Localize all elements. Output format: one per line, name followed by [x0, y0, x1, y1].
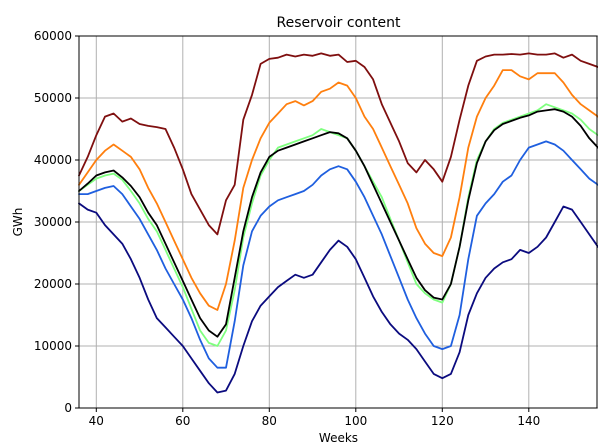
series-line-4 [78, 108, 598, 338]
y-tick-label: 0 [64, 401, 72, 415]
y-tick-label: 10000 [34, 339, 72, 353]
x-axis-title: Weeks [319, 431, 358, 445]
x-axis: 40 60 80 100 120 140 [89, 408, 540, 428]
y-tick-label: 30000 [34, 215, 72, 229]
x-tick-label: 120 [431, 414, 454, 428]
x-tick-label: 140 [517, 414, 540, 428]
plot-area [78, 52, 598, 394]
x-tick-label: 60 [175, 414, 190, 428]
x-tick-label: 80 [262, 414, 277, 428]
grid [79, 35, 598, 409]
y-tick-label: 60000 [34, 29, 72, 43]
series-line-3 [78, 103, 598, 347]
y-tick-label: 40000 [34, 153, 72, 167]
y-axis: 0 10000 20000 30000 40000 50000 60000 [34, 29, 79, 415]
series-line-5 [78, 140, 598, 369]
y-axis-title: GWh [11, 208, 25, 237]
series-line-6 [78, 202, 598, 394]
series-line-2 [78, 69, 598, 311]
chart-title: Reservoir content [277, 15, 401, 31]
y-tick-label: 20000 [34, 277, 72, 291]
series-line-1 [78, 52, 598, 236]
y-tick-label: 50000 [34, 91, 72, 105]
x-tick-label: 40 [89, 414, 104, 428]
x-tick-label: 100 [344, 414, 367, 428]
